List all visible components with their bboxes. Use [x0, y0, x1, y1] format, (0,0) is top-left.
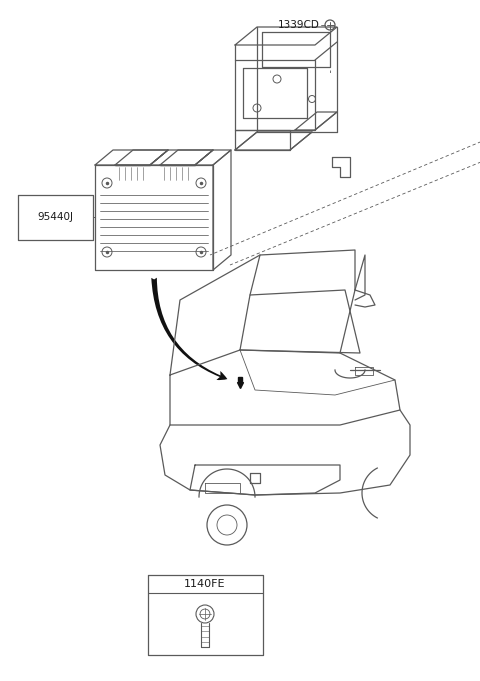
FancyArrowPatch shape [151, 278, 228, 380]
Text: 1140FE: 1140FE [184, 579, 226, 589]
Text: 95440J: 95440J [37, 212, 73, 222]
Text: 1339CD: 1339CD [278, 20, 320, 30]
